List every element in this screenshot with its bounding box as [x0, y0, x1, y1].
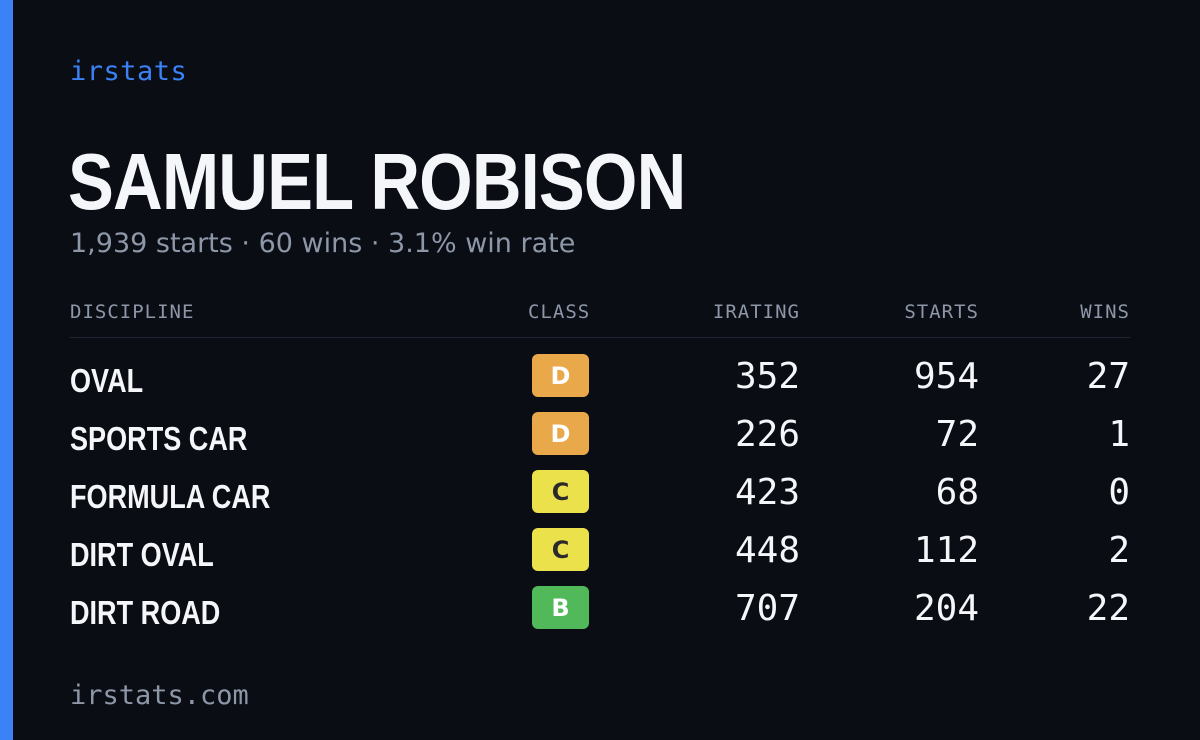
wins-value: 2 — [1108, 530, 1130, 571]
header-irating: IRATING — [712, 301, 800, 323]
wins-value: 22 — [1086, 588, 1130, 629]
class-badge: B — [532, 586, 589, 629]
discipline-name: OVAL — [70, 362, 144, 399]
irating-value: 707 — [734, 588, 800, 629]
header-wins: WINS — [1080, 301, 1130, 323]
table-row: DIRT ROAD B 707 204 22 — [0, 586, 1200, 644]
wins-value: 27 — [1086, 356, 1130, 397]
starts-value: 112 — [913, 530, 979, 571]
class-badge: D — [532, 354, 589, 397]
header-starts: STARTS — [904, 301, 979, 323]
footer-url: irstats.com — [70, 680, 249, 711]
brand-logo: irstats — [70, 56, 188, 87]
table-row: FORMULA CAR C 423 68 0 — [0, 470, 1200, 528]
discipline-name: DIRT OVAL — [70, 536, 214, 573]
starts-value: 72 — [935, 414, 979, 455]
class-badge: D — [532, 412, 589, 455]
wins-value: 1 — [1108, 414, 1130, 455]
header-discipline: DISCIPLINE — [70, 301, 195, 323]
starts-value: 954 — [913, 356, 979, 397]
irating-value: 352 — [734, 356, 800, 397]
accent-bar — [0, 0, 13, 740]
player-summary: 1,939 starts · 60 wins · 3.1% win rate — [70, 228, 576, 259]
irating-value: 226 — [734, 414, 800, 455]
table-row: DIRT OVAL C 448 112 2 — [0, 528, 1200, 586]
discipline-name: FORMULA CAR — [70, 478, 271, 515]
table-row: OVAL D 352 954 27 — [0, 354, 1200, 412]
class-badge: C — [532, 470, 589, 513]
starts-value: 204 — [913, 588, 979, 629]
irating-value: 448 — [734, 530, 800, 571]
header-class: CLASS — [528, 301, 591, 323]
table-row: SPORTS CAR D 226 72 1 — [0, 412, 1200, 470]
class-badge: C — [532, 528, 589, 571]
player-name: SAMUEL ROBISON — [68, 137, 686, 226]
discipline-name: DIRT ROAD — [70, 594, 221, 631]
irating-value: 423 — [734, 472, 800, 513]
starts-value: 68 — [935, 472, 979, 513]
wins-value: 0 — [1108, 472, 1130, 513]
header-divider — [70, 337, 1130, 338]
discipline-name: SPORTS CAR — [70, 420, 248, 457]
